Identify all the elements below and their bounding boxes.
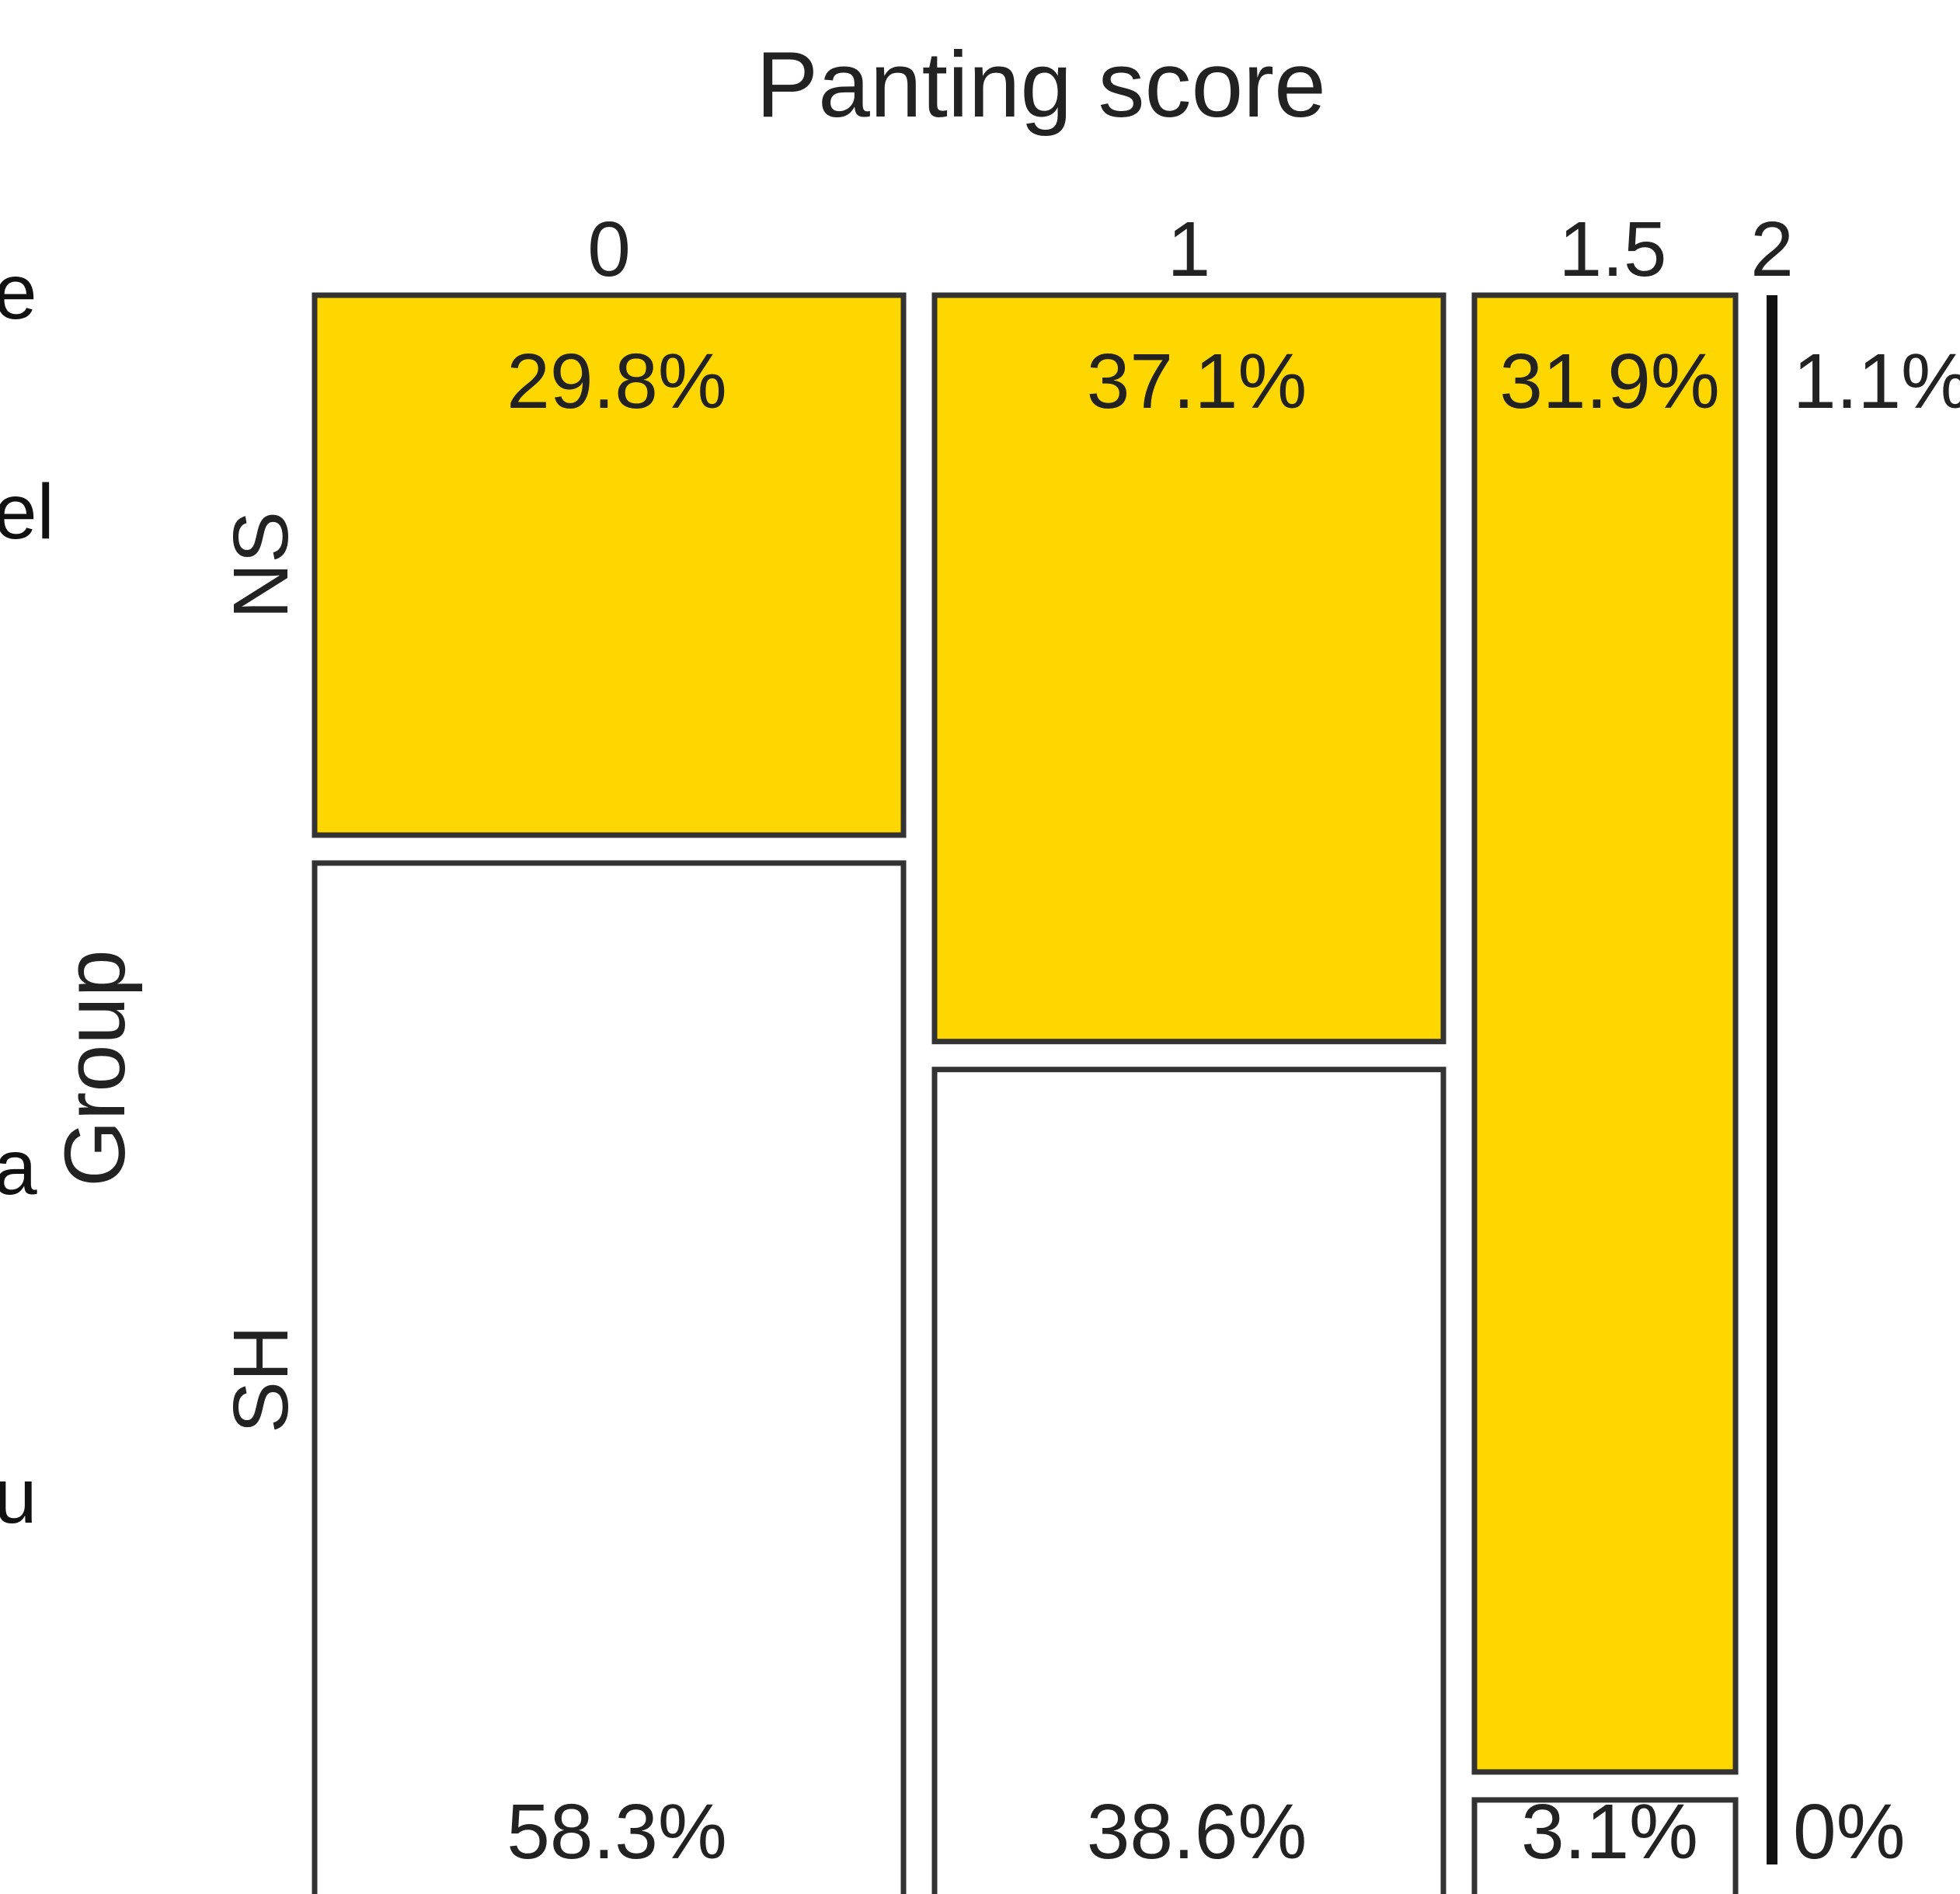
bar-ns [1471, 292, 1739, 1775]
data-label-ns: 1.1% [1793, 338, 1960, 425]
left-fragment: u [0, 1453, 37, 1540]
data-label-sh: 38.6% [1087, 1788, 1307, 1875]
left-fragment: el [0, 468, 54, 555]
bar-ns [312, 292, 907, 838]
bar-sh [312, 860, 907, 1894]
data-label-sh: 58.3% [507, 1788, 727, 1875]
y-axis-label: Group [47, 949, 143, 1187]
data-label-sh: 0% [1793, 1788, 1906, 1875]
chart-marks: 0 29.8% 58.3% 1 37.1% 38.6% 1.5 31.9% 3.1% 2 1.1% 0… [218, 206, 1960, 1894]
group-label-ns: NS [218, 511, 305, 619]
category-label: 2 [1750, 206, 1794, 293]
chart-title: Panting score [756, 33, 1326, 137]
left-fragment: e [0, 249, 37, 336]
left-edge-fragments: e el a u [0, 249, 54, 1540]
bar-sh [1471, 1797, 1739, 1894]
category-label: 0 [587, 206, 631, 293]
data-label-ns: 31.9% [1499, 338, 1720, 425]
bar-ns [1767, 295, 1778, 1864]
data-label-ns: 37.1% [1087, 338, 1307, 425]
bar-sh [931, 1067, 1447, 1894]
left-fragment: a [0, 1124, 37, 1211]
category-label: 1 [1168, 206, 1211, 293]
category-label: 1.5 [1559, 206, 1667, 293]
bar-ns [931, 292, 1447, 1045]
data-label-ns: 29.8% [507, 338, 727, 425]
data-label-sh: 3.1% [1521, 1788, 1698, 1875]
group-label-sh: SH [218, 1325, 305, 1433]
